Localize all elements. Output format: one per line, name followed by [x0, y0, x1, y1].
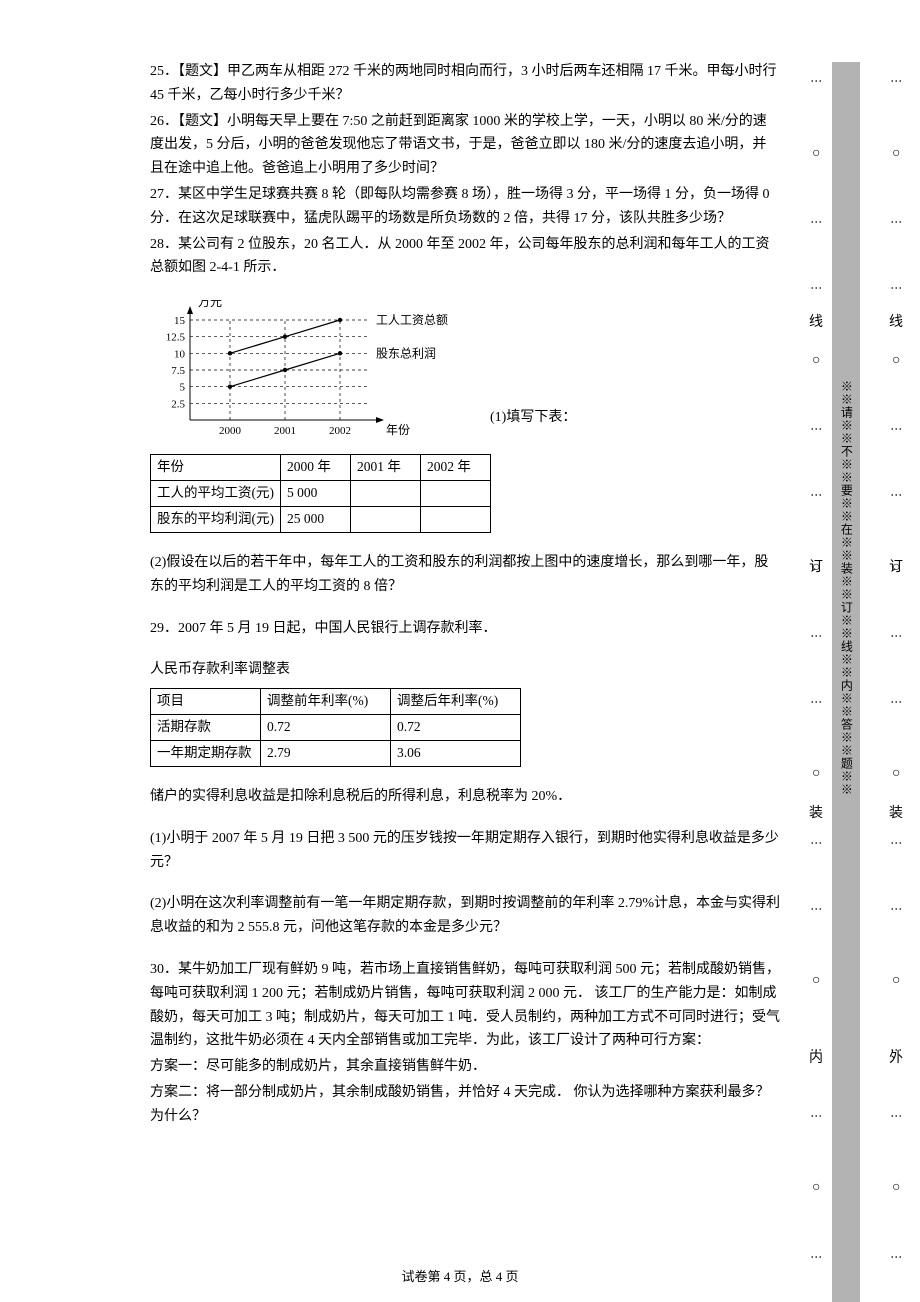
svg-text:万元: 万元 [198, 300, 222, 309]
table-header-cell: 调整前年利率(%) [261, 689, 391, 715]
table-cell [421, 481, 491, 507]
table-cell [421, 507, 491, 533]
q30-plan1: 方案一：尽可能多的制成奶片，其余直接销售鲜牛奶． [150, 1055, 780, 1079]
svg-text:10: 10 [174, 349, 186, 361]
table-cell: 2.79 [261, 741, 391, 767]
table-header-cell: 2000 年 [281, 455, 351, 481]
table-header-cell: 调整后年利率(%) [391, 689, 521, 715]
svg-text:15: 15 [174, 315, 186, 327]
question-29-2: (2)小明在这次利率调整前有一笔一年期定期存款，到期时按调整前的年利率 2.79… [150, 892, 780, 940]
table-cell: 5 000 [281, 481, 351, 507]
question-26: 26．【题文】小明每天早上要在 7:50 之前赶到距离家 1000 米的学校上学… [150, 110, 780, 181]
line-chart: 2.5 5 7.5 10 12.5 15 2000 2001 2002 万元年份 工人工资总额股东总… [150, 300, 460, 440]
table2-title: 人民币存款利率调整表 [150, 658, 780, 682]
binding-marker: 内 [809, 1047, 823, 1071]
q29-note: 储户的实得利息收益是扣除利息税后的所得利息，利息税率为 20%． [150, 785, 780, 809]
svg-text:12.5: 12.5 [166, 332, 186, 344]
question-28-intro: 28．某公司有 2 位股东，20 名工人．从 2000 年至 2002 年，公司… [150, 233, 780, 281]
binding-marker: 外 [889, 1047, 903, 1071]
svg-text:7.5: 7.5 [171, 365, 185, 377]
chart-container: 2.5 5 7.5 10 12.5 15 2000 2001 2002 万元年份 工人工资总额股东总… [150, 300, 780, 440]
table-cell: 25 000 [281, 507, 351, 533]
question-28-2: (2)假设在以后的若干年中，每年工人的工资和股东的利润都按上图中的速度增长，那么… [150, 551, 780, 599]
binding-marker: 装 [889, 802, 903, 826]
table-cell: 一年期定期存款 [151, 741, 261, 767]
svg-text:5: 5 [180, 382, 186, 394]
question-27: 27．某区中学生足球赛共赛 8 轮（即每队均需参赛 8 场），胜一场得 3 分，… [150, 183, 780, 231]
binding-marker: 装 [809, 802, 823, 826]
table-cell [351, 507, 421, 533]
marker-col-outer: 线订装外 [887, 0, 905, 1302]
page-footer: 试卷第 4 页，总 4 页 [0, 1266, 920, 1288]
svg-text:2000: 2000 [219, 425, 242, 437]
table-header-cell: 2001 年 [351, 455, 421, 481]
table-cell: 工人的平均工资(元) [151, 481, 281, 507]
svg-text:2002: 2002 [329, 425, 351, 437]
question-29-1: (1)小明于 2007 年 5 月 19 日把 3 500 元的压岁钱按一年期定… [150, 827, 780, 875]
svg-text:年份: 年份 [386, 423, 410, 437]
content-area: 25．【题文】甲乙两车从相距 272 千米的两地同时相向而行，3 小时后两车还相… [150, 60, 780, 1131]
table-cell: 活期存款 [151, 715, 261, 741]
svg-text:工人工资总额: 工人工资总额 [376, 313, 448, 327]
binding-marker: 订 [809, 556, 823, 580]
binding-marker: 线 [809, 311, 823, 335]
table-header-cell: 2002 年 [421, 455, 491, 481]
question-25: 25．【题文】甲乙两车从相距 272 千米的两地同时相向而行，3 小时后两车还相… [150, 60, 780, 108]
gray-strip-text: ※※请※※不※※要※※在※※装※※订※※线※※内※※答※※题※※ [836, 380, 856, 970]
table-cell: 0.72 [391, 715, 521, 741]
question-30: 30．某牛奶加工厂现有鲜奶 9 吨，若市场上直接销售鲜奶，每吨可获取利润 500… [150, 958, 780, 1053]
table-cell [351, 481, 421, 507]
table-header-cell: 年份 [151, 455, 281, 481]
binding-marker: 订 [889, 556, 903, 580]
marker-col-inner: 线订装内 [807, 0, 825, 1302]
table-2: 项目调整前年利率(%)调整后年利率(%)活期存款0.720.72一年期定期存款2… [150, 688, 521, 767]
q28-caption: (1)填写下表： [490, 406, 576, 430]
svg-text:股东总利润: 股东总利润 [376, 347, 436, 361]
binding-marker: 线 [889, 311, 903, 335]
table-cell: 0.72 [261, 715, 391, 741]
svg-text:2001: 2001 [274, 425, 296, 437]
svg-text:2.5: 2.5 [171, 399, 185, 411]
table-cell: 股东的平均利润(元) [151, 507, 281, 533]
table-cell: 3.06 [391, 741, 521, 767]
q30-plan2: 方案二：将一部分制成奶片，其余制成酸奶销售，并恰好 4 天完成． 你认为选择哪种… [150, 1081, 780, 1129]
question-29-intro: 29．2007 年 5 月 19 日起，中国人民银行上调存款利率． [150, 617, 780, 641]
table-1: 年份2000 年2001 年2002 年工人的平均工资(元)5 000股东的平均… [150, 454, 491, 533]
table-header-cell: 项目 [151, 689, 261, 715]
